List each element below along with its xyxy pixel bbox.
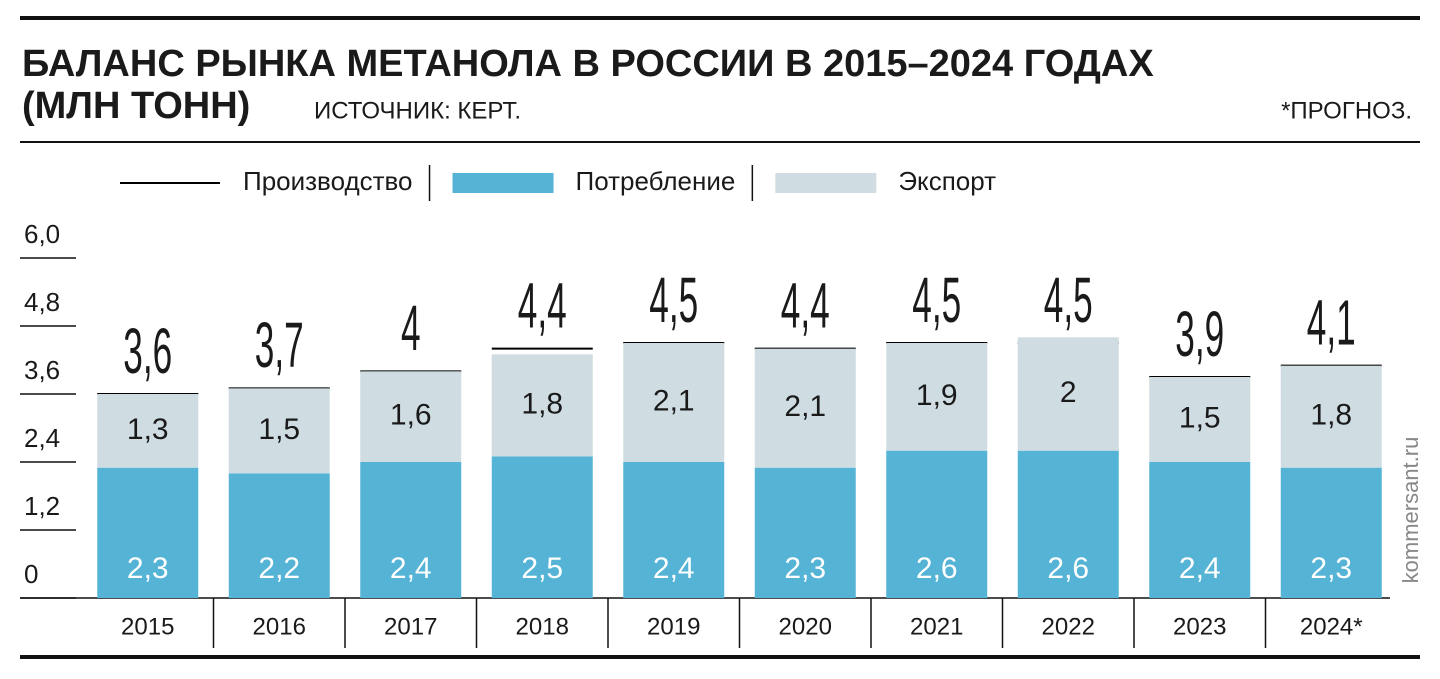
production-label: 4,1 [1307, 286, 1356, 358]
value-label: 2,6 [916, 552, 958, 585]
production-label: 4,5 [649, 264, 698, 336]
production-label: 3,7 [255, 309, 304, 381]
value-label: 2,4 [390, 552, 432, 585]
watermark: kommersant.ru [1398, 437, 1423, 584]
x-tick-label: 2023 [1173, 613, 1226, 640]
y-tick-label: 3,6 [24, 355, 60, 385]
bottom-rule [20, 655, 1420, 659]
value-label: 2,4 [653, 552, 695, 585]
production-label: 4,5 [912, 264, 961, 336]
value-label: 2,1 [653, 384, 695, 417]
value-label: 2,5 [521, 552, 563, 585]
production-label: 3,9 [1175, 298, 1224, 370]
chart-title: БАЛАНС РЫНКА МЕТАНОЛА В РОССИИ В 2015–20… [22, 43, 1154, 85]
bar-segment [1149, 462, 1251, 598]
bar-segment [886, 450, 988, 598]
production-label: 4,4 [518, 269, 567, 341]
production-label: 4 [401, 292, 421, 364]
bar-segment [491, 456, 593, 598]
x-tick-label: 2017 [384, 613, 437, 640]
bar-segment [1149, 377, 1251, 462]
value-label: 1,8 [1310, 399, 1352, 432]
value-label: 2,2 [258, 552, 300, 585]
x-tick-label: 2022 [1042, 613, 1095, 640]
bar-segment [228, 388, 330, 474]
value-label: 2,3 [1310, 552, 1352, 585]
bar-segment [623, 343, 725, 462]
y-tick-label: 1,2 [24, 491, 60, 521]
bar-segment [360, 371, 462, 462]
production-label: 3,6 [123, 315, 172, 387]
value-label: 2,4 [1179, 552, 1221, 585]
bar-segment [97, 467, 199, 598]
value-label: 2 [1060, 376, 1077, 409]
x-tick-label: 2021 [910, 613, 963, 640]
value-label: 1,3 [127, 413, 169, 446]
value-label: 1,5 [1179, 401, 1221, 434]
x-tick-label: 2024* [1300, 613, 1363, 640]
chart-subtitle: (МЛН ТОНН) [22, 85, 250, 127]
legend-swatch [775, 173, 877, 193]
value-label: 2,3 [127, 552, 169, 585]
bar-segment [623, 462, 725, 598]
header-rule [20, 141, 1420, 143]
x-tick-label: 2018 [516, 613, 569, 640]
note: *ПРОГНОЗ. [1281, 97, 1412, 124]
production-label: 4,5 [1044, 264, 1093, 336]
value-label: 1,6 [390, 399, 432, 432]
bar-segment [886, 343, 988, 451]
bar-segment [754, 467, 856, 598]
bar-segment [1280, 365, 1382, 468]
source: ИСТОЧНИК: КЕРТ. [314, 97, 521, 124]
x-tick-label: 2019 [647, 613, 700, 640]
x-tick-label: 2020 [779, 613, 832, 640]
legend-label: Экспорт [898, 166, 996, 196]
x-tick-label: 2016 [253, 613, 306, 640]
value-label: 1,8 [521, 387, 563, 420]
bar-segment [754, 348, 856, 468]
value-label: 2,6 [1047, 552, 1089, 585]
bar-segment [1017, 450, 1119, 598]
bar-segment [97, 394, 199, 468]
legend-swatch [452, 173, 554, 193]
top-rule [20, 16, 1420, 20]
y-tick-label: 2,4 [24, 423, 60, 453]
legend-label: Потребление [576, 166, 736, 196]
production-label: 4,4 [781, 269, 830, 341]
y-tick-label: 6,0 [24, 219, 60, 249]
y-tick-label: 0 [24, 559, 38, 589]
bar-segment [360, 462, 462, 598]
value-label: 1,9 [916, 379, 958, 412]
legend-label: Производство [243, 166, 413, 196]
bar-segment [1017, 337, 1119, 451]
bar-segment [1280, 467, 1382, 598]
bar-segment [491, 354, 593, 457]
value-label: 1,5 [258, 413, 300, 446]
value-label: 2,3 [784, 552, 826, 585]
y-tick-label: 4,8 [24, 287, 60, 317]
value-label: 2,1 [784, 390, 826, 423]
bar-segment [228, 473, 330, 598]
x-tick-label: 2015 [121, 613, 174, 640]
